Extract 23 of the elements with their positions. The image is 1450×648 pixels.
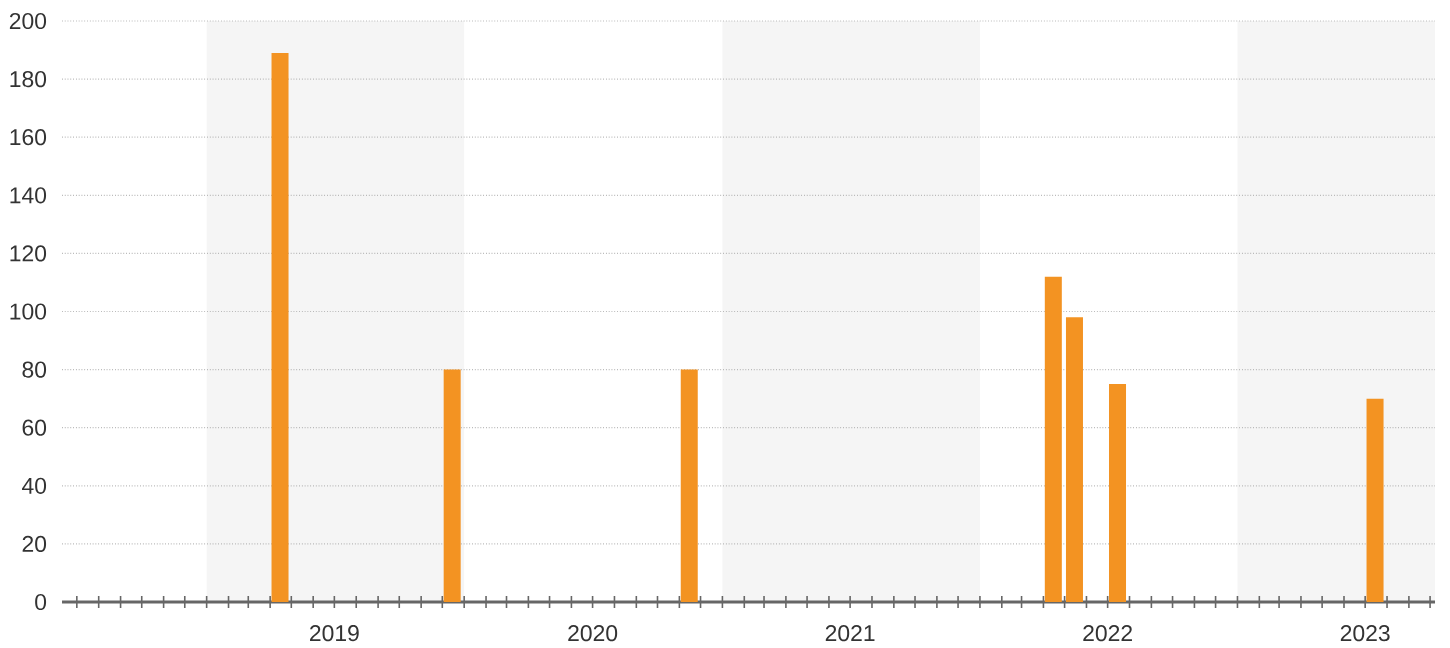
y-tick-label: 80 xyxy=(22,361,47,378)
bar xyxy=(443,369,461,603)
bar xyxy=(271,52,289,603)
x-tick-label: 2020 xyxy=(568,625,618,642)
y-tick-label: 120 xyxy=(10,245,47,262)
y-tick-label: 60 xyxy=(22,419,47,436)
x-tick-label: 2022 xyxy=(1083,625,1132,642)
y-tick-label: 100 xyxy=(10,303,47,320)
bar xyxy=(680,369,698,603)
y-tick-label: 40 xyxy=(22,477,47,494)
y-tick-label: 140 xyxy=(10,187,47,204)
y-tick-label: 180 xyxy=(10,71,47,88)
bar xyxy=(1044,276,1062,603)
bar xyxy=(1065,317,1083,603)
y-tick-label: 20 xyxy=(22,535,47,553)
x-tick-label: 2023 xyxy=(1340,625,1390,642)
x-tick-label: 2021 xyxy=(825,625,875,642)
y-tick-label: 0 xyxy=(35,593,47,611)
bar xyxy=(1109,384,1127,603)
x-tick-label: 2019 xyxy=(310,625,359,642)
y-tick-label: 160 xyxy=(10,129,47,146)
bar xyxy=(1366,398,1384,603)
y-tick-label: 200 xyxy=(9,12,47,30)
